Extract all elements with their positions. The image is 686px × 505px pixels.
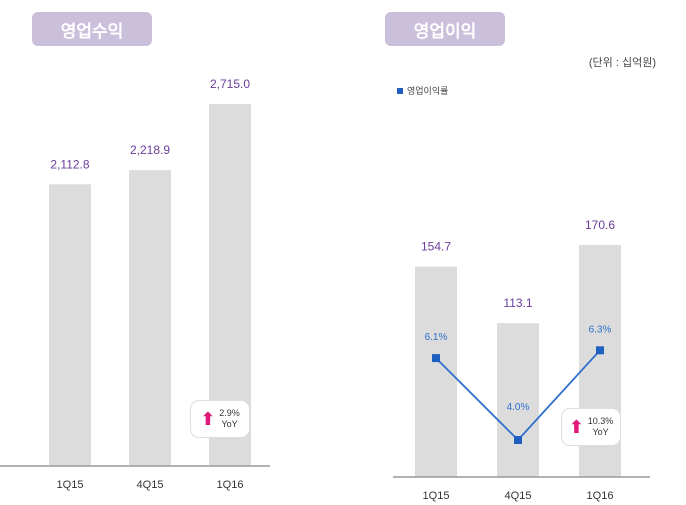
- line-value-label: 6.1%: [425, 332, 448, 343]
- up-arrow-icon: ⬆: [568, 416, 584, 437]
- yoy-label: YoY: [592, 427, 609, 437]
- bar-value-label: 2,218.9: [130, 143, 170, 157]
- unit-label: (단위 : 십억원): [588, 57, 656, 69]
- yoy-label: YoY: [221, 419, 238, 429]
- yoy-badge-op-income: ⬆ 10.3% YoY: [561, 408, 621, 446]
- x-tick-label: 1Q15: [423, 490, 450, 502]
- bar: [49, 184, 91, 466]
- legend: 영업이익률: [397, 84, 448, 97]
- line-point: [596, 346, 604, 355]
- x-tick-label: 4Q15: [137, 479, 164, 491]
- bar-value-label: 113.1: [503, 296, 532, 310]
- x-tick-label: 1Q15: [57, 479, 84, 491]
- x-tick-label: 1Q16: [217, 479, 244, 491]
- bar: [129, 170, 171, 466]
- line-value-label: 4.0%: [507, 402, 530, 413]
- up-arrow-icon: ⬆: [200, 408, 216, 429]
- bar-value-label: 154.7: [421, 240, 451, 254]
- bar-value-label: 2,112.8: [50, 157, 89, 171]
- yoy-value: 2.9%: [219, 408, 240, 418]
- revenue-title: 영업수익: [32, 12, 152, 46]
- yoy-badge-revenue: ⬆ 2.9% YoY: [190, 400, 250, 438]
- line-value-label: 6.3%: [589, 324, 612, 335]
- line-point: [514, 436, 522, 444]
- x-tick-label: 1Q16: [587, 490, 614, 502]
- legend-marker-icon: [397, 87, 403, 94]
- line-point: [432, 354, 440, 363]
- bar-value-label: 2,715.0: [210, 77, 250, 91]
- bar-value-label: 170.6: [585, 218, 615, 232]
- x-tick-label: 4Q15: [505, 490, 532, 502]
- legend-label: 영업이익률: [407, 86, 449, 96]
- bar: [497, 323, 539, 477]
- op-income-title: 영업이익: [385, 12, 505, 46]
- yoy-value: 10.3%: [587, 416, 614, 426]
